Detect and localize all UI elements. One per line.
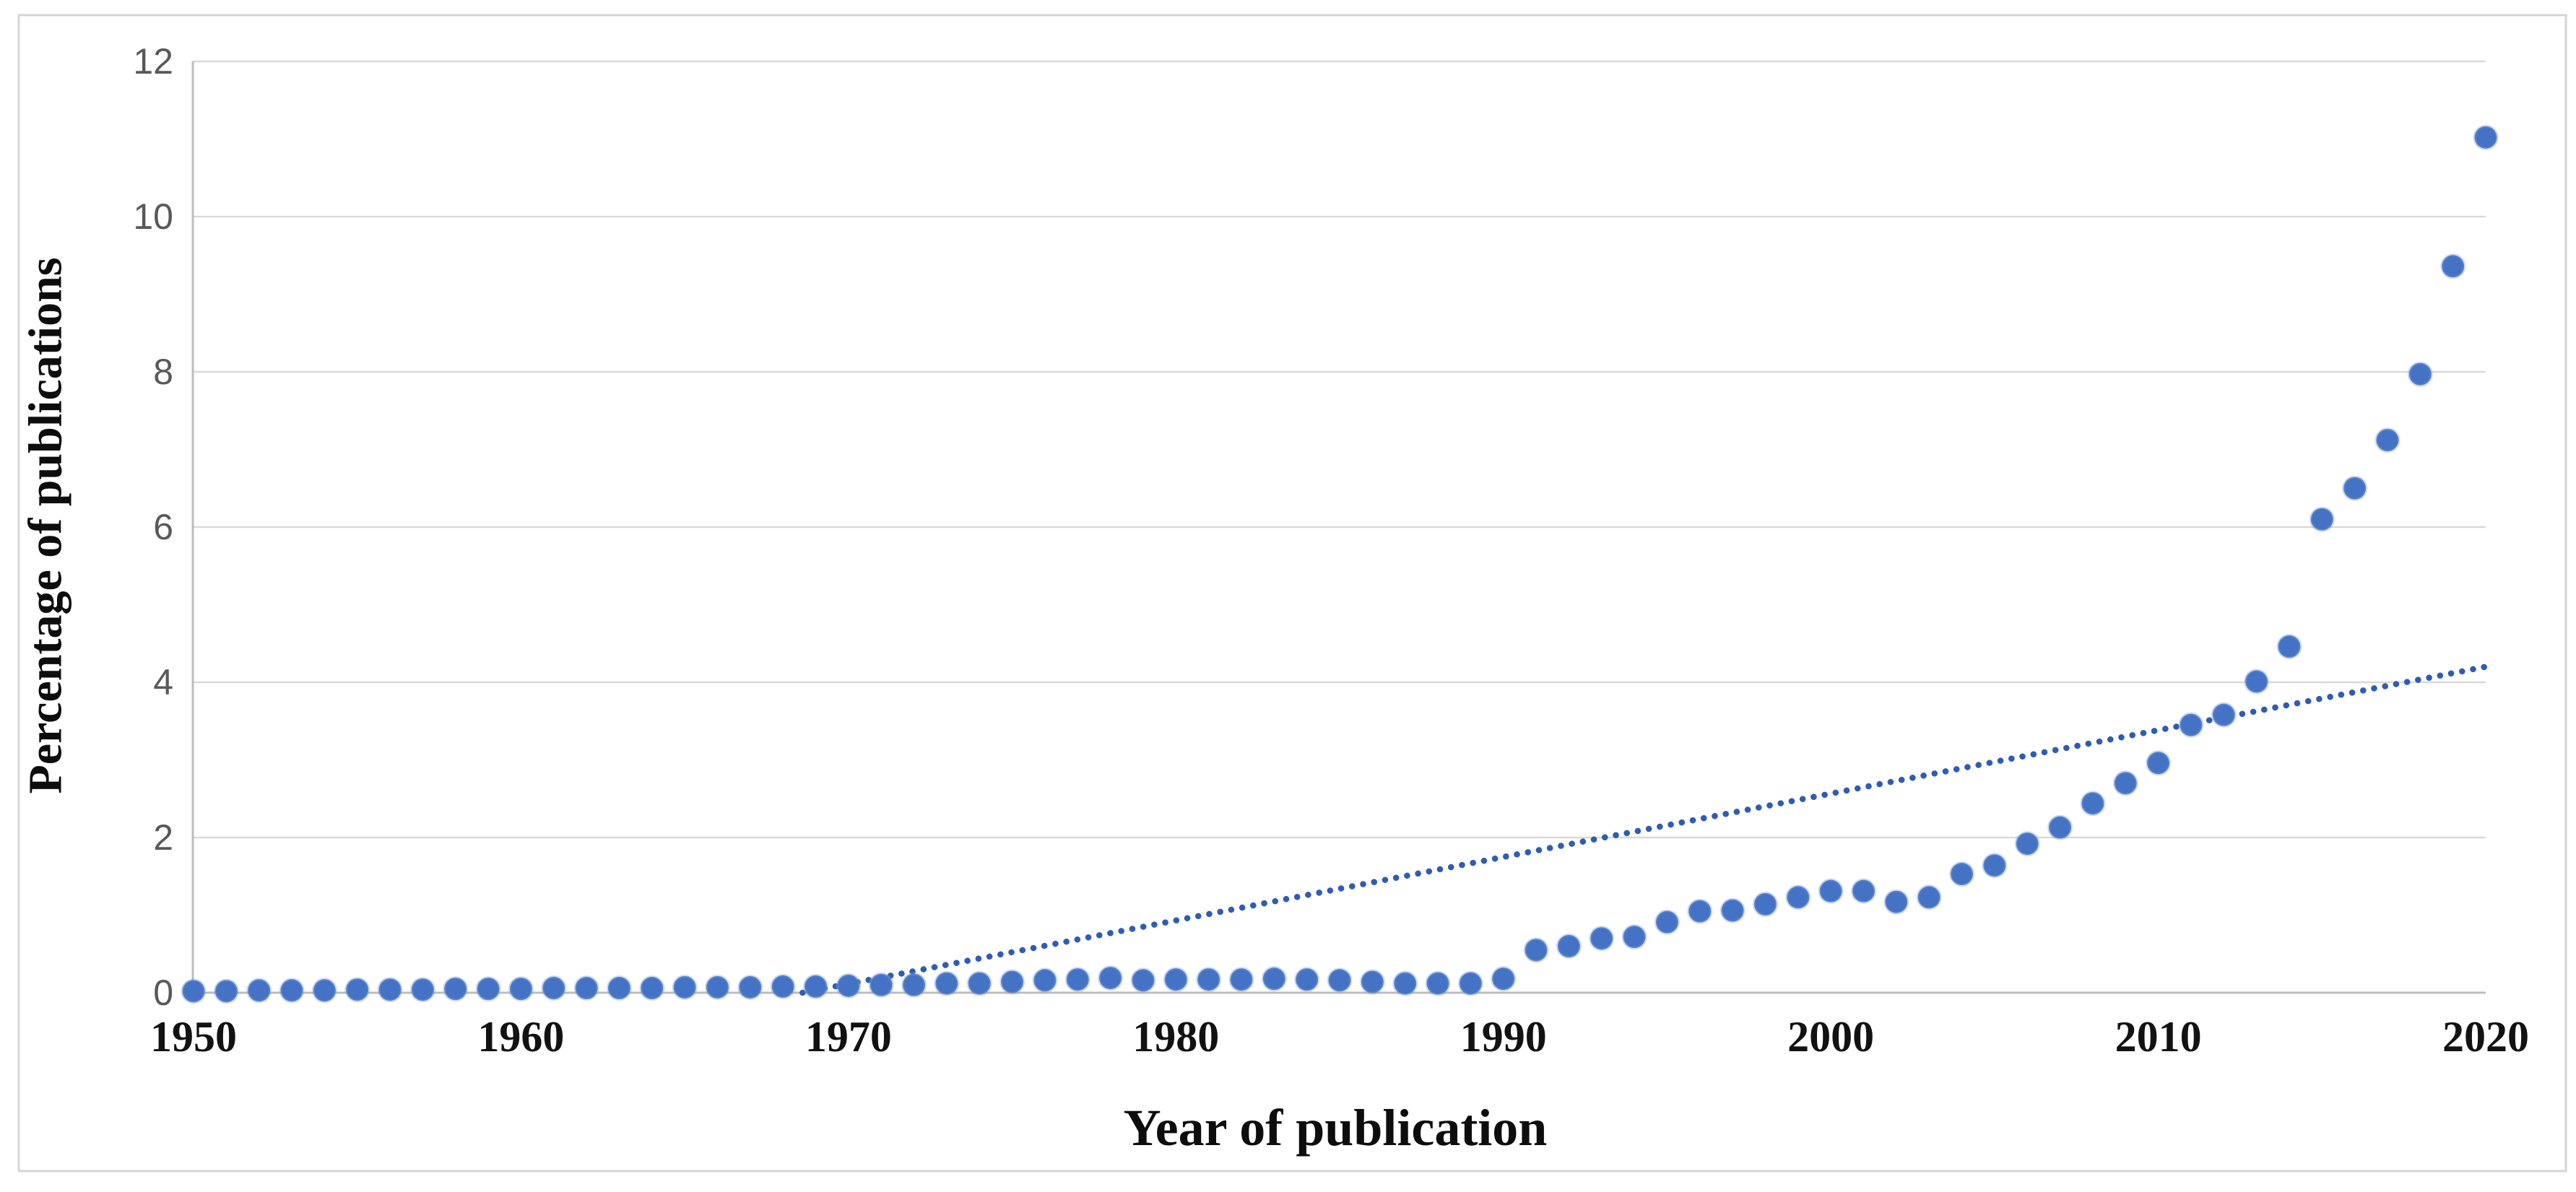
- data-point: [1916, 884, 1942, 910]
- y-tick-label: 6: [153, 507, 173, 547]
- data-point: [279, 978, 305, 1004]
- data-point: [344, 977, 370, 1003]
- chart-layers: 0 2 4 6 8 10 12 1950 1960 1970 1980 1990 2000 2010 202…: [17, 14, 2567, 1173]
- data-point: [999, 969, 1025, 995]
- data-point: [2014, 831, 2040, 857]
- data-point: [443, 976, 469, 1002]
- y-axis-title: Percentage of publications: [19, 257, 72, 793]
- data-point: [2178, 712, 2204, 738]
- x-tick-label: 1980: [1132, 1013, 1219, 1061]
- data-point: [541, 975, 567, 1001]
- x-tick-label: 1950: [150, 1013, 237, 1061]
- data-point: [1098, 965, 1124, 991]
- data-point: [1064, 967, 1090, 993]
- data-point: [1130, 967, 1156, 993]
- data-point: [1883, 889, 1909, 915]
- data-point: [1818, 878, 1844, 904]
- data-point: [1228, 967, 1254, 993]
- figure-border: [17, 14, 2567, 1173]
- data-point: [1163, 967, 1189, 993]
- y-tick-label: 12: [133, 41, 173, 82]
- data-point: [2375, 427, 2401, 453]
- data-point: [311, 978, 337, 1004]
- data-point: [672, 974, 698, 1000]
- data-point: [1785, 884, 1811, 910]
- data-point: [1621, 924, 1647, 950]
- data-point: [2080, 791, 2106, 817]
- data-point: [2211, 702, 2237, 728]
- data-point: [573, 975, 599, 1001]
- data-point: [737, 974, 763, 1000]
- y-tick-label: 0: [153, 973, 173, 1013]
- data-point: [1982, 853, 2008, 879]
- x-tick-label: 2020: [2442, 1013, 2529, 1061]
- data-point: [1752, 891, 1778, 917]
- data-point: [2440, 253, 2466, 279]
- data-point: [1457, 970, 1483, 996]
- data-point: [2112, 770, 2138, 796]
- data-point: [1392, 970, 1418, 996]
- data-point: [1654, 909, 1680, 935]
- x-tick-label: 1990: [1460, 1013, 1547, 1061]
- data-point: [1032, 967, 1058, 993]
- data-point: [1850, 878, 1876, 904]
- data-point: [901, 972, 927, 998]
- data-point: [2473, 124, 2499, 150]
- data-point: [213, 978, 239, 1004]
- data-point: [181, 978, 207, 1004]
- data-point: [1949, 861, 1975, 887]
- x-tick-label: 1960: [477, 1013, 564, 1061]
- data-point: [1491, 966, 1517, 992]
- data-point: [2047, 814, 2073, 840]
- y-tick-label: 4: [153, 662, 173, 702]
- data-point: [475, 976, 501, 1002]
- y-tick-label: 10: [133, 196, 173, 237]
- data-point: [1196, 967, 1222, 993]
- x-tick-label: 2000: [1787, 1013, 1874, 1061]
- data-point: [2309, 506, 2335, 532]
- data-point: [377, 977, 403, 1003]
- data-point: [836, 973, 862, 999]
- data-point: [934, 970, 960, 996]
- data-point: [1359, 969, 1385, 995]
- data-point: [1589, 926, 1615, 952]
- data-point: [704, 974, 730, 1000]
- data-point: [1294, 967, 1320, 993]
- x-axis-title: Year of publication: [1124, 1099, 1548, 1157]
- data-point: [966, 970, 992, 996]
- data-point: [1719, 897, 1745, 923]
- data-point: [246, 978, 272, 1004]
- data-point: [409, 977, 435, 1003]
- data-point: [1425, 970, 1451, 996]
- data-point: [868, 972, 894, 998]
- data-point: [1687, 898, 1713, 924]
- data-point: [2407, 361, 2433, 387]
- data-point: [770, 973, 796, 999]
- data-point: [2276, 634, 2302, 660]
- data-point: [1556, 934, 1582, 959]
- data-point: [1523, 937, 1549, 963]
- data-point: [2342, 475, 2368, 501]
- data-point: [1261, 966, 1287, 992]
- data-point: [1327, 967, 1353, 993]
- y-tick-label: 2: [153, 817, 173, 858]
- data-point: [2244, 669, 2270, 695]
- data-point: [508, 976, 534, 1002]
- x-tick-label: 2010: [2115, 1013, 2202, 1061]
- data-point: [639, 975, 665, 1001]
- x-tick-label: 1970: [805, 1013, 892, 1061]
- y-tick-label: 8: [153, 352, 173, 392]
- data-point: [803, 973, 829, 999]
- data-point: [606, 975, 632, 1001]
- data-point: [2146, 750, 2172, 776]
